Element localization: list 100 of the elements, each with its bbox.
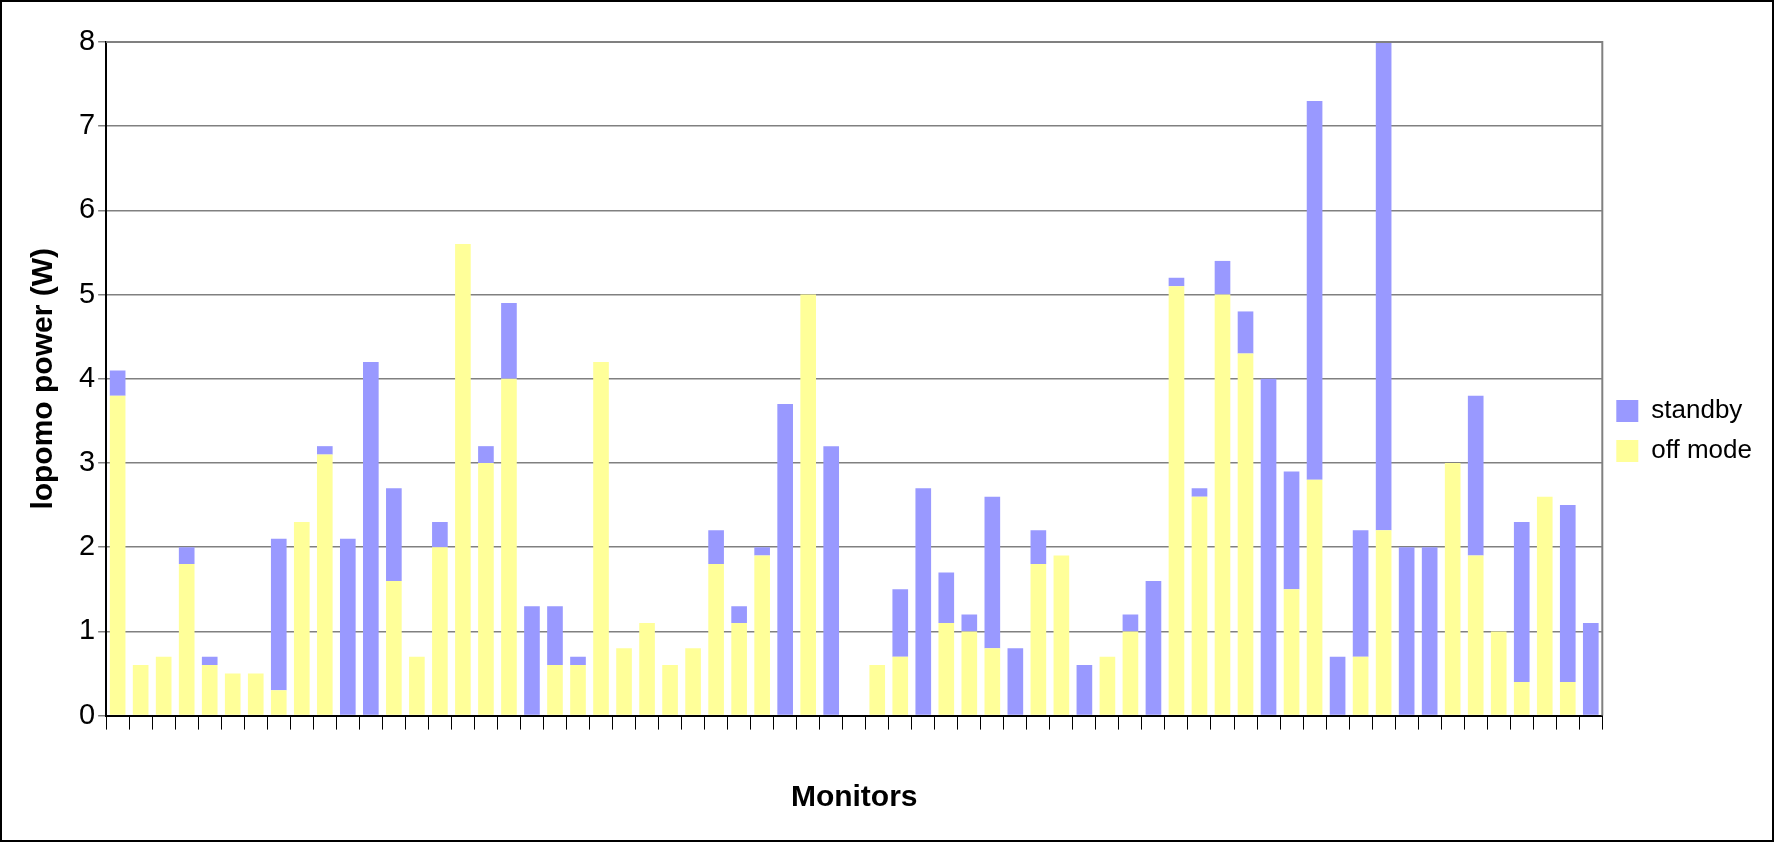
y-tick-label: 4: [78, 360, 96, 393]
bar: [201, 656, 218, 666]
bar: [1513, 521, 1530, 682]
bar: [432, 547, 448, 715]
bar: [1352, 656, 1369, 715]
bar: [1283, 471, 1300, 590]
bar: [1536, 496, 1553, 715]
bar: [1467, 395, 1484, 556]
bar: [201, 665, 218, 715]
bar: [869, 665, 886, 715]
bar: [270, 690, 287, 715]
bar: [1306, 479, 1323, 715]
bar: [1513, 681, 1530, 715]
bar: [892, 656, 909, 715]
bar: [1237, 353, 1254, 715]
bar: [547, 606, 563, 666]
bar: [178, 564, 195, 715]
y-tick-label: 3: [78, 445, 96, 477]
bar: [316, 446, 333, 455]
bar: [754, 555, 770, 715]
bar: [616, 648, 632, 715]
bar: [823, 446, 840, 715]
y-tick-label: 2: [78, 529, 96, 562]
bar: [984, 648, 1001, 715]
bar: [155, 656, 172, 715]
bar: [1030, 564, 1047, 715]
bar: [501, 303, 517, 379]
bar: [1260, 378, 1277, 715]
bar: [316, 454, 333, 715]
bar: [247, 673, 264, 715]
bar: [132, 665, 149, 715]
bar: [293, 521, 310, 715]
bar: [109, 395, 126, 715]
y-tick-label: 1: [78, 613, 96, 646]
bar: [662, 665, 678, 715]
bar: [731, 622, 747, 715]
bar: [386, 580, 402, 715]
bar: [224, 673, 241, 715]
bar: [593, 361, 609, 715]
bar: [570, 665, 586, 715]
bar: [1398, 547, 1415, 715]
bar: [1237, 311, 1254, 354]
bar: [685, 648, 701, 715]
y-tick-label: 7: [78, 108, 96, 141]
bar: [1122, 614, 1139, 632]
bar: [708, 564, 724, 715]
bar: [1490, 631, 1507, 715]
legend-label: standby: [1651, 394, 1743, 425]
bar: [777, 404, 793, 715]
bar: [938, 622, 955, 715]
bar: [478, 446, 494, 463]
bar: [1375, 530, 1392, 715]
y-axis-title: lopomo power (W): [25, 247, 59, 510]
bar: [1559, 505, 1576, 682]
bar: [1214, 260, 1231, 295]
bar: [1582, 622, 1599, 715]
bar: [1191, 496, 1208, 715]
bar: [270, 538, 287, 691]
bar: [547, 665, 563, 715]
x-axis-title: Monitors: [790, 779, 918, 813]
bar: [409, 656, 425, 715]
bar: [1444, 463, 1461, 715]
bar: [1306, 100, 1323, 480]
bar: [1076, 665, 1093, 715]
bar: [1559, 681, 1576, 715]
bar: [639, 622, 655, 715]
y-tick-label: 8: [78, 24, 96, 56]
bar: [1099, 656, 1116, 715]
bar: [1329, 656, 1346, 715]
bar: [1168, 277, 1185, 287]
bar: [1168, 286, 1185, 715]
bar: [1007, 648, 1024, 715]
bar: [1191, 488, 1208, 497]
bar: [1421, 547, 1438, 715]
y-tick-label: 0: [78, 697, 96, 730]
bar: [386, 488, 402, 581]
bar: [708, 530, 724, 565]
bar: [501, 378, 517, 715]
bar: [109, 370, 126, 396]
bar: [1030, 530, 1047, 565]
bar: [178, 547, 195, 565]
bar: [1122, 631, 1139, 715]
bar: [1214, 294, 1231, 715]
bar: [892, 589, 909, 657]
bar: [984, 496, 1001, 649]
bar: [432, 521, 448, 548]
y-tick-label: 5: [78, 276, 96, 309]
bar: [570, 656, 586, 666]
bar: [478, 463, 494, 715]
bar: [1145, 580, 1162, 715]
bar: [1283, 589, 1300, 715]
bar: [961, 631, 978, 715]
bar: [363, 361, 379, 715]
bar: [1375, 42, 1392, 531]
legend-label: off mode: [1651, 434, 1752, 465]
bar: [339, 538, 356, 715]
bar: [1053, 555, 1070, 715]
bar: [1352, 530, 1369, 657]
bar: [524, 606, 540, 715]
bar: [731, 606, 747, 623]
